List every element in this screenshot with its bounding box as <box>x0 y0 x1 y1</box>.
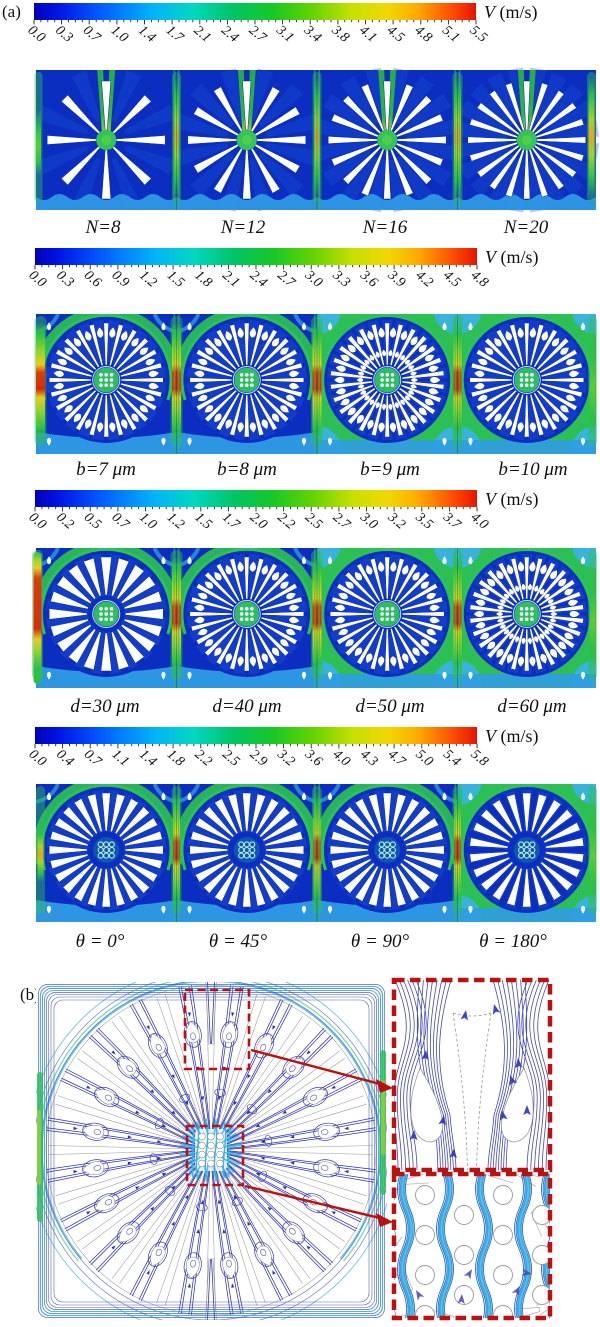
svg-text:1.1: 1.1 <box>109 747 132 770</box>
svg-text:0.7: 0.7 <box>109 510 133 533</box>
svg-text:V (m/s): V (m/s) <box>485 726 539 747</box>
svg-text:2.5: 2.5 <box>302 510 325 533</box>
svg-text:θ = 180°: θ = 180° <box>479 931 547 952</box>
svg-text:0.7: 0.7 <box>81 747 105 770</box>
svg-text:1.7: 1.7 <box>219 510 243 533</box>
svg-text:5.5: 5.5 <box>467 23 490 46</box>
svg-text:4.5: 4.5 <box>384 23 407 46</box>
svg-text:2.9: 2.9 <box>247 747 270 770</box>
svg-text:3.2: 3.2 <box>274 746 298 769</box>
svg-text:1.4: 1.4 <box>135 23 158 46</box>
svg-text:1.0: 1.0 <box>136 510 159 533</box>
svg-text:0.4: 0.4 <box>53 747 76 770</box>
svg-text:(a): (a) <box>2 2 21 21</box>
svg-text:0.3: 0.3 <box>52 23 75 46</box>
svg-text:0.0: 0.0 <box>26 747 49 770</box>
svg-text:3.1: 3.1 <box>273 22 297 45</box>
svg-text:4.0: 4.0 <box>330 747 353 770</box>
svg-text:2.0: 2.0 <box>247 510 270 533</box>
svg-text:0.6: 0.6 <box>81 268 104 291</box>
svg-text:5.8: 5.8 <box>468 747 491 770</box>
svg-text:1.0: 1.0 <box>108 23 131 46</box>
svg-text:V (m/s): V (m/s) <box>485 247 539 268</box>
svg-text:b=10 μm: b=10 μm <box>498 459 567 480</box>
svg-text:4.1: 4.1 <box>356 23 379 46</box>
svg-text:2.2: 2.2 <box>192 747 215 770</box>
svg-text:1.2: 1.2 <box>136 268 159 291</box>
svg-text:2.7: 2.7 <box>330 510 354 533</box>
svg-text:0.9: 0.9 <box>109 268 132 291</box>
svg-text:N=20: N=20 <box>503 217 549 238</box>
svg-text:3.0: 3.0 <box>301 267 325 290</box>
svg-text:2.4: 2.4 <box>247 268 270 291</box>
svg-text:2.1: 2.1 <box>191 23 214 46</box>
svg-text:1.5: 1.5 <box>164 268 187 291</box>
svg-text:0.7: 0.7 <box>80 23 104 46</box>
svg-text:d=50 μm: d=50 μm <box>355 696 424 717</box>
svg-text:1.8: 1.8 <box>164 747 187 770</box>
svg-text:2.2: 2.2 <box>274 510 297 533</box>
svg-text:2.7: 2.7 <box>274 268 298 291</box>
svg-text:0.0: 0.0 <box>26 510 49 533</box>
svg-text:b=7 μm: b=7 μm <box>76 459 136 480</box>
svg-text:1.7: 1.7 <box>163 23 187 46</box>
svg-text:0.5: 0.5 <box>81 510 104 533</box>
svg-text:d=60 μm: d=60 μm <box>497 696 566 717</box>
svg-text:N=8: N=8 <box>85 217 121 238</box>
svg-text:0.3: 0.3 <box>53 268 76 291</box>
svg-text:4.5: 4.5 <box>440 268 463 291</box>
svg-text:3.8: 3.8 <box>328 22 352 45</box>
svg-text:3.6: 3.6 <box>356 267 380 290</box>
svg-text:d=40 μm: d=40 μm <box>212 696 281 717</box>
svg-text:N=12: N=12 <box>220 217 266 238</box>
svg-text:4.7: 4.7 <box>385 747 409 770</box>
svg-text:(b): (b) <box>20 985 40 1004</box>
svg-text:4.0: 4.0 <box>468 510 491 533</box>
svg-text:0.2: 0.2 <box>53 510 76 533</box>
svg-text:4.3: 4.3 <box>357 747 380 770</box>
svg-text:3.4: 3.4 <box>300 22 324 45</box>
svg-text:2.7: 2.7 <box>246 23 270 46</box>
svg-text:N=16: N=16 <box>362 217 408 238</box>
svg-text:d=30 μm: d=30 μm <box>70 696 139 717</box>
svg-text:V (m/s): V (m/s) <box>485 489 539 510</box>
svg-text:3.7: 3.7 <box>439 509 464 533</box>
svg-text:b=8 μm: b=8 μm <box>217 459 277 480</box>
svg-text:3.5: 3.5 <box>412 509 436 532</box>
svg-text:1.5: 1.5 <box>192 510 215 533</box>
svg-text:4.8: 4.8 <box>412 23 435 46</box>
svg-text:2.1: 2.1 <box>219 268 242 291</box>
svg-text:3.0: 3.0 <box>356 509 380 532</box>
svg-text:5.0: 5.0 <box>413 747 436 770</box>
svg-text:2.5: 2.5 <box>219 747 242 770</box>
svg-text:1.2: 1.2 <box>164 510 187 533</box>
svg-text:3.3: 3.3 <box>329 267 353 290</box>
svg-text:0.0: 0.0 <box>25 23 48 46</box>
svg-text:θ = 45°: θ = 45° <box>209 931 268 952</box>
svg-text:3.6: 3.6 <box>301 746 325 769</box>
svg-text:0.0: 0.0 <box>26 268 49 291</box>
svg-text:V (m/s): V (m/s) <box>484 2 538 23</box>
svg-text:4.2: 4.2 <box>413 268 436 291</box>
svg-text:3.9: 3.9 <box>384 267 408 290</box>
svg-text:b=9 μm: b=9 μm <box>360 459 420 480</box>
svg-text:2.4: 2.4 <box>218 23 241 46</box>
svg-text:1.8: 1.8 <box>192 268 215 291</box>
svg-text:5.1: 5.1 <box>439 23 462 46</box>
svg-text:3.2: 3.2 <box>384 509 408 532</box>
svg-text:1.4: 1.4 <box>136 747 159 770</box>
svg-text:θ = 90°: θ = 90° <box>351 931 410 952</box>
svg-text:θ = 0°: θ = 0° <box>76 931 125 952</box>
svg-text:5.4: 5.4 <box>440 747 463 770</box>
svg-text:4.8: 4.8 <box>468 268 491 291</box>
